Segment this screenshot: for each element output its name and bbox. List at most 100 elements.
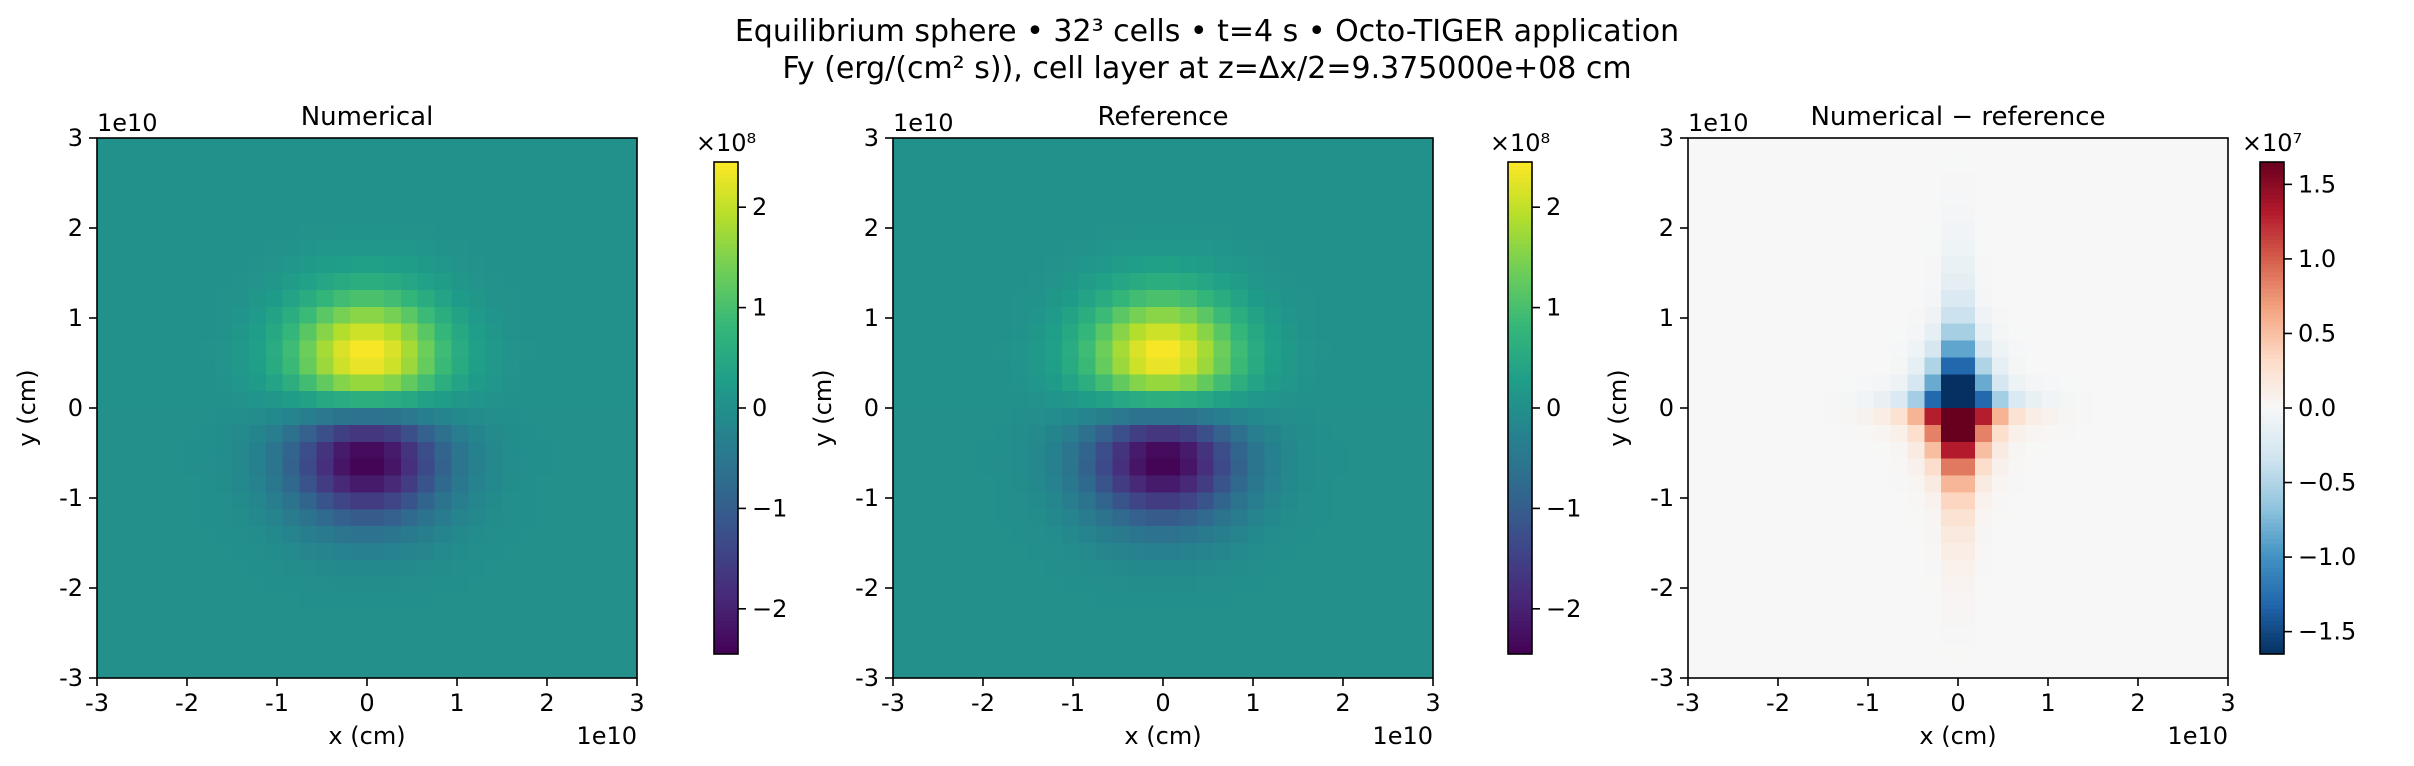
heatmap-cell: [1873, 306, 1892, 325]
heatmap-cell: [1873, 644, 1892, 662]
heatmap-cell: [1061, 205, 1080, 223]
colorbar-step: [714, 481, 738, 487]
heatmap-cell: [1179, 661, 1198, 679]
colorbar-step: [2260, 395, 2284, 401]
heatmap-cell: [113, 441, 132, 460]
colorbar-step: [714, 604, 738, 610]
heatmap-cell: [316, 205, 334, 223]
heatmap-cell: [333, 138, 351, 156]
colorbar-step: [714, 412, 738, 417]
heatmap-cell: [265, 222, 284, 240]
colorbar-tick-label: −1: [752, 494, 787, 522]
heatmap-cell: [1078, 441, 1097, 460]
colorbar-step: [2260, 613, 2284, 618]
heatmap-cell: [1365, 256, 1383, 274]
heatmap-cell: [1146, 543, 1164, 561]
heatmap-cell: [2211, 644, 2229, 662]
heatmap-cell: [265, 306, 284, 325]
heatmap-cell: [603, 644, 621, 662]
heatmap-cell: [1382, 323, 1400, 342]
heatmap-cell: [198, 306, 216, 325]
heatmap-cell: [2059, 391, 2077, 409]
heatmap-cell: [1416, 188, 1434, 207]
heatmap-cell: [113, 492, 132, 510]
heatmap-cell: [518, 391, 537, 409]
heatmap-cell: [1247, 559, 1265, 578]
heatmap-cell: [1721, 458, 1740, 477]
heatmap-cell: [502, 509, 520, 527]
heatmap-cell: [1890, 408, 1908, 426]
heatmap-cell: [2076, 188, 2094, 207]
colorbar-step: [2260, 326, 2284, 331]
heatmap-cell: [2160, 273, 2178, 291]
heatmap-cell: [113, 627, 132, 645]
heatmap-cell: [113, 171, 132, 190]
colorbar-step: [714, 461, 738, 466]
heatmap-cell: [1129, 475, 1147, 493]
colorbar-step: [2260, 272, 2284, 278]
colorbar-step: [2260, 162, 2284, 167]
heatmap-cell: [248, 424, 267, 443]
heatmap-cell: [1298, 256, 1316, 274]
heatmap-cell: [2025, 543, 2043, 561]
heatmap-cell: [1078, 408, 1097, 426]
heatmap-cell: [1382, 526, 1400, 544]
heatmap-cell: [518, 661, 537, 679]
heatmap-cell: [1213, 239, 1232, 257]
heatmap-cell: [2109, 441, 2128, 460]
heatmap-cell: [232, 576, 250, 595]
heatmap-cell: [451, 593, 469, 612]
heatmap-cell: [232, 239, 250, 257]
colorbar-step: [714, 408, 738, 413]
heatmap-cell: [1011, 424, 1029, 443]
heatmap-cell: [1907, 408, 1925, 426]
heatmap-cell: [350, 188, 368, 207]
heatmap-cell: [2008, 357, 2027, 375]
heatmap-cell: [909, 306, 928, 325]
colorbar-step: [1508, 170, 1532, 175]
heatmap-cell: [97, 408, 115, 426]
heatmap-cell: [2194, 543, 2212, 561]
heatmap-cell: [1974, 306, 1993, 325]
heatmap-cell: [2109, 661, 2128, 679]
heatmap-cell: [2177, 627, 2195, 645]
heatmap-cell: [1416, 576, 1434, 595]
heatmap-cell: [1365, 323, 1383, 342]
heatmap-cell: [434, 576, 452, 595]
heatmap-cell: [215, 644, 233, 662]
heatmap-cell: [1704, 408, 1723, 426]
heatmap-cell: [586, 188, 604, 207]
heatmap-cell: [586, 492, 604, 510]
heatmap-cell: [502, 222, 520, 240]
heatmap-cell: [282, 559, 301, 578]
heatmap-cell: [1399, 543, 1417, 561]
colorbar-step: [1508, 510, 1532, 516]
colorbar-step: [714, 239, 738, 245]
heatmap-cell: [1028, 256, 1046, 274]
heatmap-cell: [586, 154, 604, 173]
heatmap-cell: [1789, 222, 1807, 240]
heatmap-cell: [2160, 188, 2178, 207]
heatmap-cell: [1230, 391, 1248, 409]
heatmap-cell: [2109, 239, 2128, 257]
heatmap-cell: [1772, 610, 1790, 628]
heatmap-cell: [943, 323, 962, 342]
heatmap-cell: [265, 644, 284, 662]
heatmap-cell: [1789, 357, 1807, 375]
heatmap-cell: [1298, 273, 1316, 291]
heatmap-cell: [1974, 188, 1993, 207]
heatmap-cell: [1112, 138, 1130, 156]
colorbar-step: [1508, 399, 1532, 405]
heatmap-cell: [1721, 610, 1740, 628]
heatmap-cell: [485, 661, 503, 679]
heatmap-cell: [1196, 357, 1215, 375]
heatmap-cell: [1163, 222, 1181, 240]
heatmap-cell: [1078, 492, 1097, 510]
heatmap-cell: [535, 644, 554, 662]
heatmap-cell: [2008, 374, 2027, 392]
heatmap-cell: [2059, 475, 2077, 493]
heatmap-cell: [485, 644, 503, 662]
heatmap-cell: [1399, 408, 1417, 426]
heatmap-cell: [2109, 391, 2128, 409]
heatmap-cell: [2059, 273, 2077, 291]
